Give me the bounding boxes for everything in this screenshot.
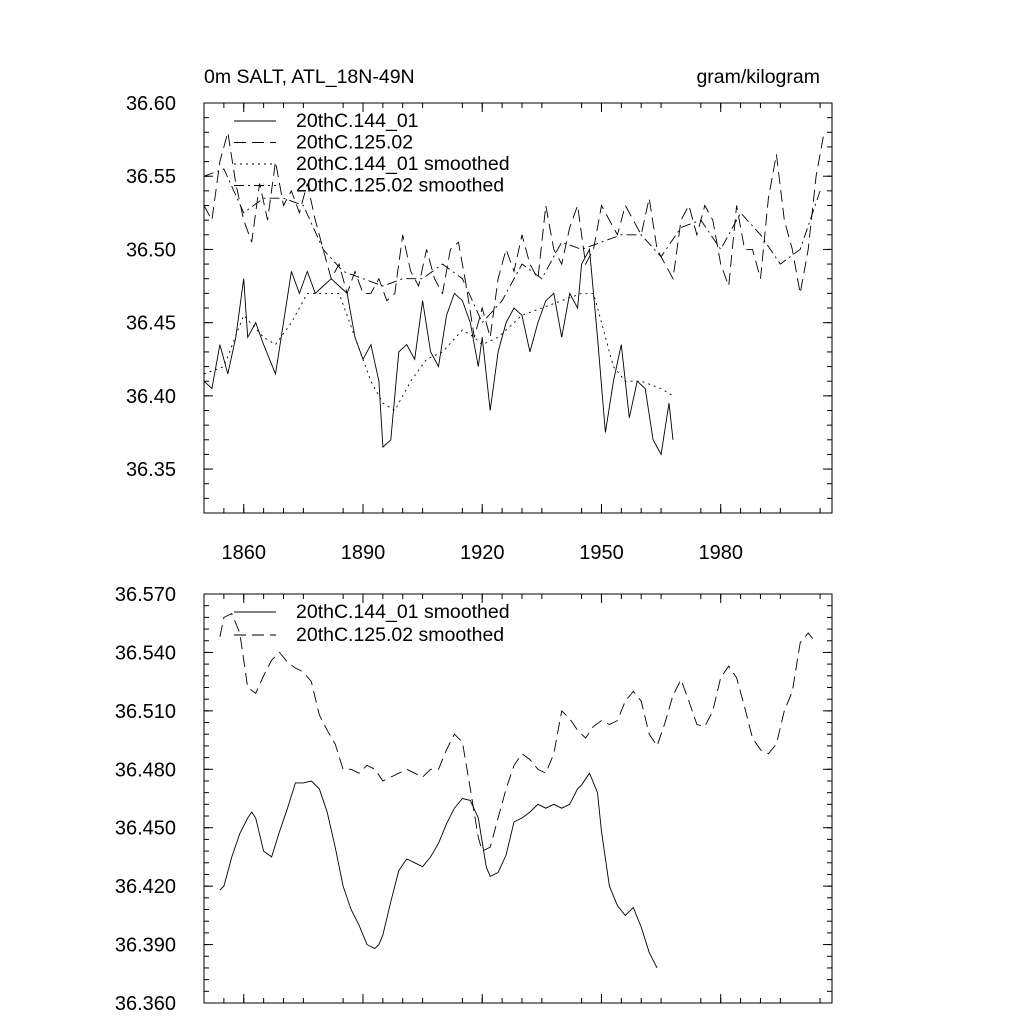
bottom-series-20thc-125-02-smoothed — [219, 612, 817, 852]
bottom-y-tick-label: 36.570 — [115, 584, 176, 606]
bottom-series-20thc-144-01-smoothed — [219, 772, 658, 969]
top-x-tick-label: 1950 — [579, 542, 624, 564]
top-salinity-chart: 0m SALT, ATL_18N-49N gram/kilogram 36.35… — [126, 66, 833, 564]
top-x-tick-label: 1890 — [341, 542, 386, 564]
top-legend-label: 20thC.125.02 smoothed — [296, 175, 504, 197]
top-x-tick-label: 1920 — [460, 542, 505, 564]
bottom-y-tick-label: 36.360 — [115, 993, 176, 1015]
top-series-20thc-144-01 — [203, 247, 674, 456]
bottom-y-tick-label: 36.450 — [115, 818, 176, 840]
top-x-tick-label: 1980 — [698, 542, 743, 564]
top-chart-units: gram/kilogram — [696, 66, 820, 88]
top-chart-title: 0m SALT, ATL_18N-49N — [204, 66, 415, 88]
bottom-y-tick-label: 36.420 — [115, 876, 176, 898]
bottom-y-tick-label: 36.540 — [115, 642, 176, 664]
top-y-tick-label: 36.50 — [126, 239, 176, 261]
bottom-legend-label: 20thC.125.02 smoothed — [296, 624, 504, 646]
bottom-y-tick-label: 36.480 — [115, 759, 176, 781]
top-x-tick-label: 1860 — [221, 542, 266, 564]
bottom-legend-label: 20thC.144_01 smoothed — [296, 601, 510, 623]
top-y-tick-label: 36.40 — [126, 386, 176, 408]
top-legend-label: 20thC.144_01 smoothed — [296, 153, 510, 175]
bottom-y-tick-label: 36.390 — [115, 935, 176, 957]
top-legend-label: 20thC.125.02 — [296, 132, 413, 154]
top-legend-label: 20thC.144_01 — [296, 110, 419, 132]
top-y-tick-label: 36.45 — [126, 313, 176, 335]
top-series-20thc-125-02 — [203, 132, 825, 338]
top-y-tick-label: 36.35 — [126, 459, 176, 481]
top-y-tick-label: 36.60 — [126, 93, 176, 115]
bottom-plot-frame — [203, 593, 833, 1004]
top-y-tick-label: 36.55 — [126, 166, 176, 188]
top-series-20thc-125-02-smoothed — [203, 168, 821, 324]
top-series-20thc-144-01-smoothed — [203, 292, 674, 412]
bottom-y-tick-label: 36.510 — [115, 701, 176, 723]
bottom-smoothed-chart: 36.360 36.390 36.420 36.450 36.480 36.510 36.5… — [115, 584, 833, 1015]
